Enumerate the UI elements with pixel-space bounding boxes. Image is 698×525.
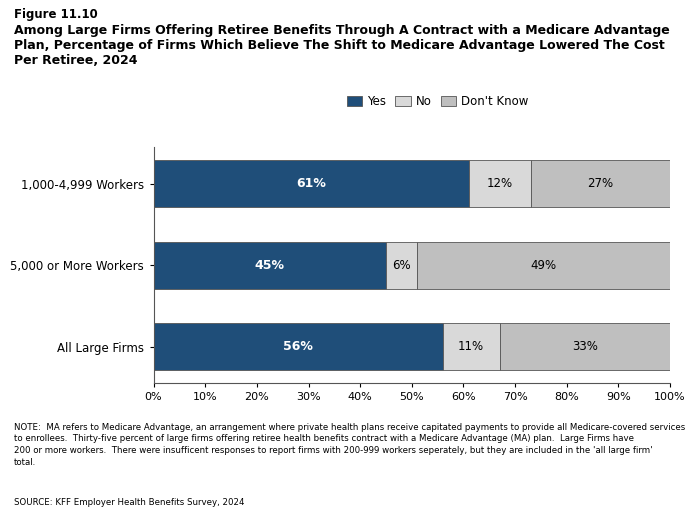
Bar: [500, 323, 670, 370]
Text: Figure 11.10: Figure 11.10: [14, 8, 98, 21]
Text: 61%: 61%: [296, 177, 326, 190]
Bar: [417, 242, 670, 289]
Text: 12%: 12%: [487, 177, 513, 190]
Text: 49%: 49%: [530, 259, 556, 271]
Text: 27%: 27%: [587, 177, 614, 190]
Text: 56%: 56%: [283, 340, 313, 353]
Text: 33%: 33%: [572, 340, 597, 353]
Legend: Yes, No, Don't Know: Yes, No, Don't Know: [342, 90, 533, 113]
Bar: [154, 242, 386, 289]
Bar: [154, 160, 468, 207]
Bar: [154, 323, 443, 370]
Text: 6%: 6%: [392, 259, 411, 271]
Bar: [386, 242, 417, 289]
Bar: [468, 160, 530, 207]
Text: Among Large Firms Offering Retiree Benefits Through A Contract with a Medicare A: Among Large Firms Offering Retiree Benef…: [14, 24, 669, 67]
Bar: [530, 160, 670, 207]
Text: NOTE:  MA refers to Medicare Advantage, an arrangement where private health plan: NOTE: MA refers to Medicare Advantage, a…: [14, 423, 685, 467]
Text: 45%: 45%: [255, 259, 285, 271]
Text: 11%: 11%: [458, 340, 484, 353]
Text: SOURCE: KFF Employer Health Benefits Survey, 2024: SOURCE: KFF Employer Health Benefits Sur…: [14, 498, 244, 507]
Bar: [443, 323, 500, 370]
